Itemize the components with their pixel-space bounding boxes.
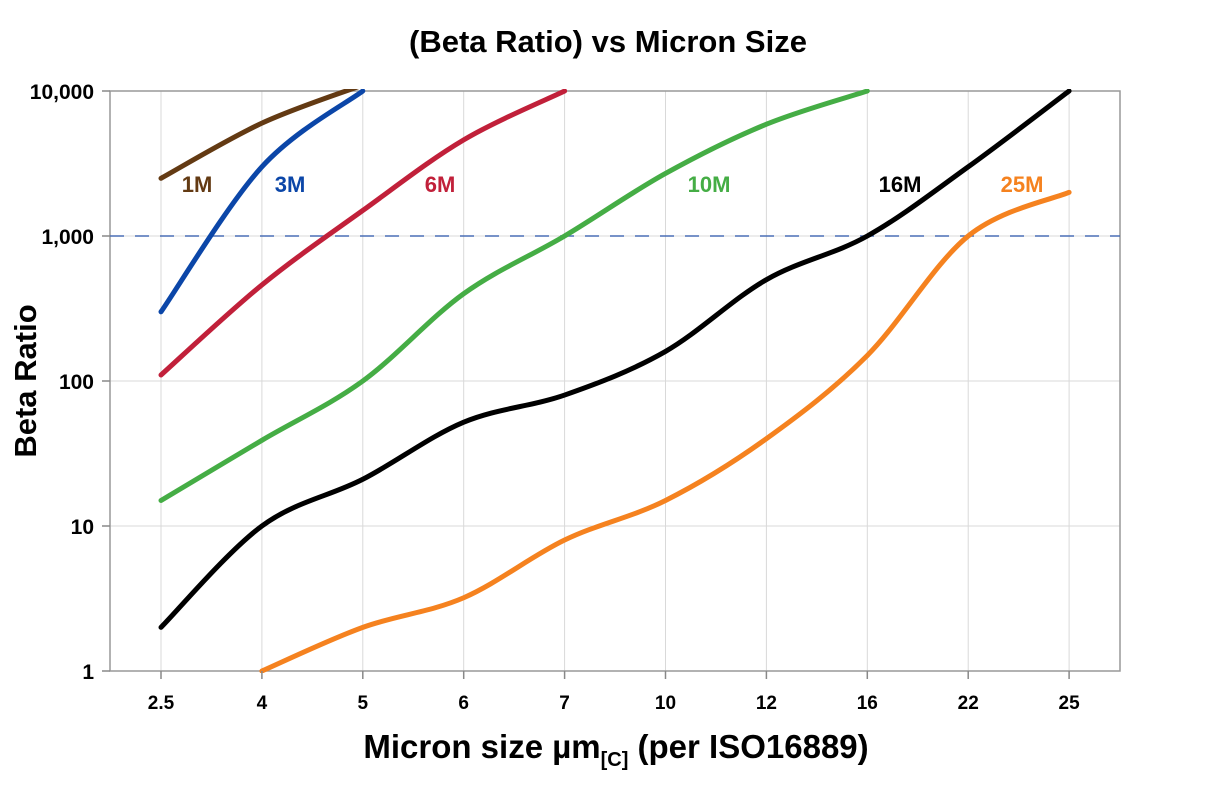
x-axis-label-suffix: (per ISO16889) bbox=[628, 728, 868, 765]
series-line-10M bbox=[158, 89, 870, 503]
x-tick-label: 10 bbox=[655, 693, 676, 714]
axis-ticks: 2.5 4 5 6 7 10 12 16 22 25 1 10 100 1,000 10,000 bbox=[30, 81, 1080, 714]
series-label-10M: 10M bbox=[688, 172, 731, 197]
x-tick-label: 12 bbox=[756, 693, 777, 714]
series-labels: 1M 3M 6M 10M 16M 25M bbox=[182, 172, 1044, 197]
x-tick-label: 7 bbox=[559, 693, 570, 714]
grid bbox=[109, 90, 1121, 672]
x-tick-label: 5 bbox=[358, 693, 369, 714]
series-lines bbox=[158, 89, 1072, 673]
x-axis-label-main: Micron size µm bbox=[363, 728, 600, 765]
x-tick-label: 6 bbox=[458, 693, 469, 714]
x-tick-label: 2.5 bbox=[148, 693, 175, 714]
x-tick-label: 16 bbox=[857, 693, 878, 714]
series-line-6M bbox=[158, 89, 568, 378]
series-label-1M: 1M bbox=[182, 172, 213, 197]
series-label-6M: 6M bbox=[425, 172, 456, 197]
x-axis-label: Micron size µm[C] (per ISO16889) bbox=[363, 728, 868, 771]
x-tick-label: 22 bbox=[958, 693, 979, 714]
x-tick-label: 25 bbox=[1059, 693, 1081, 714]
series-line-3M bbox=[158, 89, 366, 315]
y-tick-label: 100 bbox=[59, 371, 94, 394]
y-axis-label: Beta Ratio bbox=[8, 304, 43, 457]
y-tick-label: 10 bbox=[71, 516, 94, 539]
x-axis-label-subscript: [C] bbox=[601, 749, 629, 771]
series-label-3M: 3M bbox=[275, 172, 306, 197]
y-tick-label: 10,000 bbox=[30, 81, 94, 104]
y-tick-label: 1 bbox=[82, 661, 94, 684]
series-label-25M: 25M bbox=[1001, 172, 1044, 197]
x-tick-label: 4 bbox=[257, 693, 268, 714]
y-tick-label: 1,000 bbox=[41, 226, 94, 249]
chart-title: (Beta Ratio) vs Micron Size bbox=[409, 24, 807, 59]
series-line-16M bbox=[158, 89, 1072, 630]
series-line-1M bbox=[158, 89, 360, 181]
series-line-25M bbox=[259, 189, 1072, 673]
series-label-16M: 16M bbox=[879, 172, 922, 197]
